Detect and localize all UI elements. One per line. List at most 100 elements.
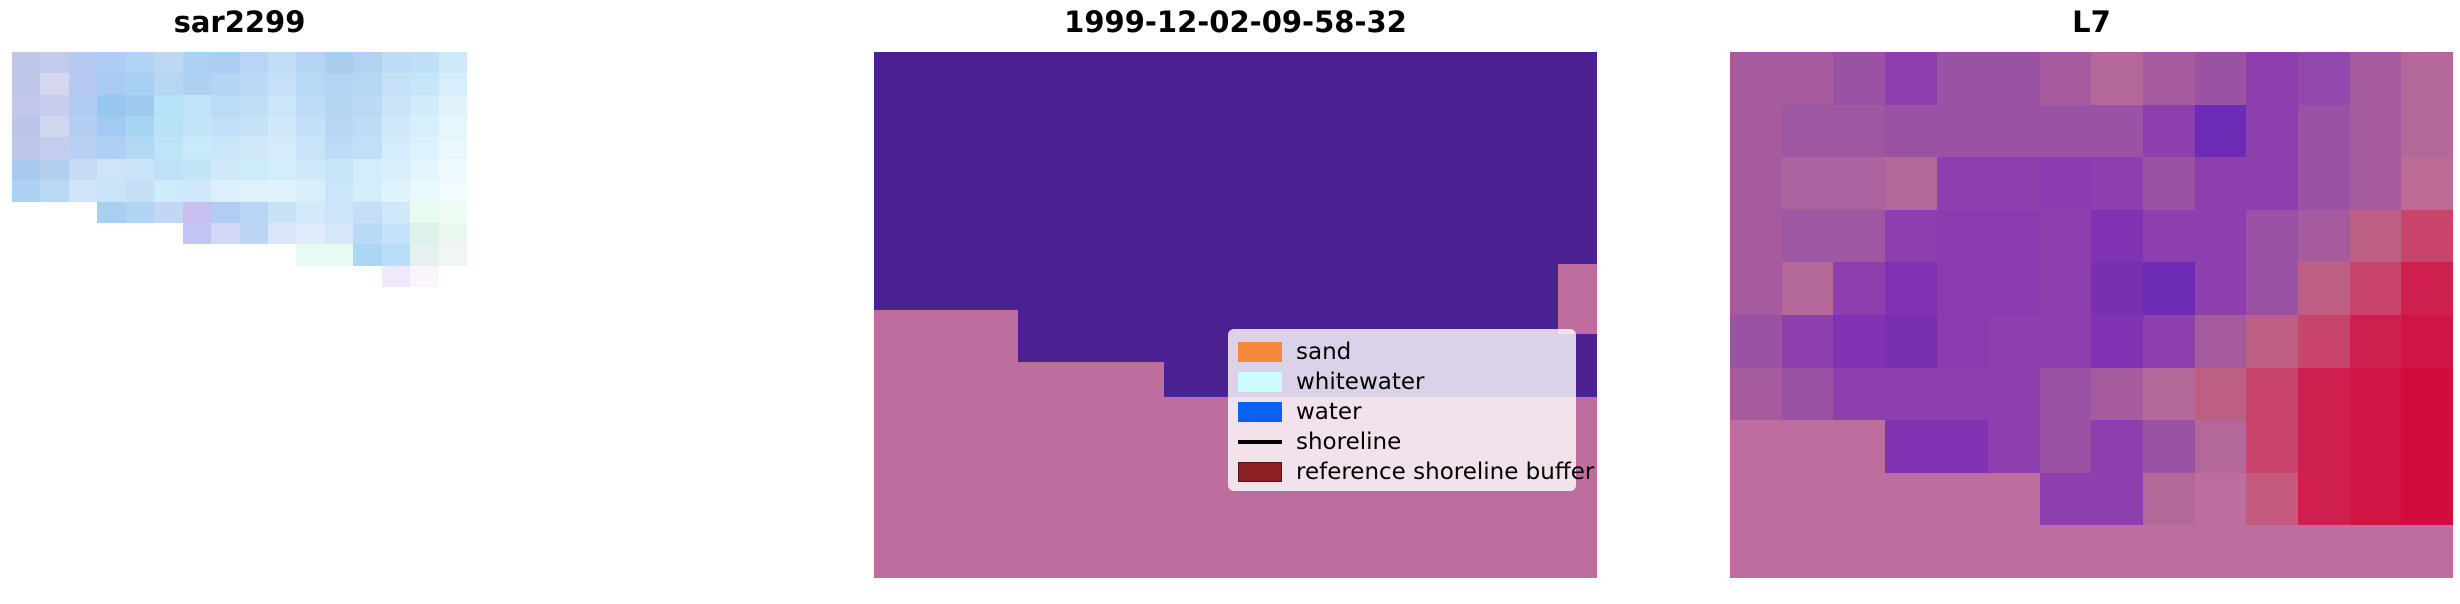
raster-cell [325, 266, 353, 287]
raster-cell [40, 137, 69, 159]
raster-cell [2246, 209, 2299, 263]
raster-cell [2143, 104, 2195, 158]
shoreline-line-icon [1238, 440, 1282, 444]
raster-cell [2091, 472, 2144, 526]
raster-cell [12, 158, 41, 181]
legend-item-sand[interactable]: sand [1238, 337, 1566, 367]
raster-cell [1988, 420, 2040, 473]
raster-cell [12, 73, 41, 95]
raster-cell [438, 73, 467, 95]
legend-item-shoreline[interactable]: shoreline [1238, 427, 1566, 457]
raster-cell [267, 222, 297, 245]
raster-cell [1833, 262, 1885, 315]
raster-cell [2349, 472, 2402, 526]
raster-cell [182, 201, 212, 223]
raster-cell [183, 244, 211, 265]
raster-cell [2298, 157, 2350, 210]
raster-cell [154, 116, 183, 138]
raster-cell [1884, 52, 1937, 105]
raster-cell [381, 137, 411, 159]
raster-cell [1936, 209, 1989, 263]
legend-item-label: water [1296, 398, 1362, 425]
raster-cell [2039, 525, 2092, 578]
raster-cell [353, 244, 382, 266]
raster-cell [1730, 262, 1782, 315]
panel-title-sar2299: sar2299 [173, 5, 306, 39]
raster-cell [1936, 104, 1989, 158]
raster-cell [1833, 52, 1885, 105]
legend-item-reference-shoreline-buffer[interactable]: reference shoreline buffer [1238, 457, 1594, 487]
raster-cell [97, 94, 126, 117]
raster-cell [410, 116, 439, 138]
raster-cell [353, 266, 381, 287]
raster-cell [2194, 104, 2247, 158]
raster-cell [1884, 525, 1937, 578]
raster-cell [97, 116, 126, 138]
raster-cell [40, 223, 68, 244]
raster-cell [1730, 367, 1782, 421]
raster-cell [381, 73, 411, 95]
raster-cell [154, 223, 182, 244]
raster-cell [296, 73, 325, 95]
raster-cell [154, 201, 183, 223]
raster-cell [1936, 157, 1989, 210]
raster-cell [182, 180, 212, 202]
raster-cell [2194, 420, 2247, 473]
raster-cell [353, 94, 382, 117]
legend-item-water[interactable]: water [1238, 397, 1566, 427]
raster-cell [1833, 525, 1885, 578]
raster-cell [267, 116, 297, 138]
raster-cell [154, 52, 183, 74]
raster-cell [154, 158, 183, 181]
raster-cell [2349, 52, 2402, 105]
raster-cell [12, 137, 41, 159]
raster-cell [410, 73, 439, 95]
raster-cell [1833, 420, 1885, 473]
legend-item-label: reference shoreline buffer [1296, 458, 1595, 485]
raster-cell [211, 222, 240, 245]
raster-cell [2349, 367, 2402, 421]
raster-cell [68, 137, 98, 159]
raster-cell [2143, 420, 2195, 473]
raster-cell [12, 116, 41, 138]
raster-cell [1936, 367, 1989, 421]
legend-item-whitewater[interactable]: whitewater [1238, 367, 1566, 397]
raster-cell [381, 180, 411, 202]
raster-cell [324, 52, 354, 74]
raster-cell [1988, 262, 2040, 315]
raster-cell [2298, 420, 2350, 473]
panel-sar2299 [12, 52, 467, 287]
raster-cell [240, 266, 268, 287]
raster-cell [154, 73, 183, 95]
raster-cell [1730, 314, 1782, 368]
raster-cell [324, 158, 354, 181]
raster-cell [1988, 209, 2040, 263]
raster-cell [2246, 420, 2299, 473]
raster-cell [1988, 525, 2040, 578]
raster-cell [1936, 314, 1989, 368]
raster-cell [40, 52, 69, 74]
raster-cell [1781, 367, 1834, 421]
raster-cell [2401, 52, 2453, 105]
raster-cell [182, 222, 212, 245]
raster-cell [182, 94, 212, 117]
raster-cell [2039, 472, 2092, 526]
raster-cell [267, 137, 297, 159]
raster-cell [2194, 157, 2247, 210]
raster-cell [1936, 472, 1989, 526]
raster-cell [239, 94, 268, 117]
raster-cell [2246, 104, 2299, 158]
legend-item-label: sand [1296, 338, 1352, 365]
raster-cell [2194, 525, 2247, 578]
raster-cell [12, 244, 40, 265]
raster-cell [438, 222, 467, 245]
raster-cell [12, 94, 41, 117]
raster-cell [125, 158, 155, 181]
raster-cell [1781, 104, 1834, 158]
raster-cell [2091, 209, 2144, 263]
raster-cell [410, 137, 439, 159]
raster-cell [1781, 209, 1834, 263]
raster-cell [1988, 472, 2040, 526]
raster-cell [2298, 472, 2350, 526]
raster-cell [239, 52, 268, 74]
